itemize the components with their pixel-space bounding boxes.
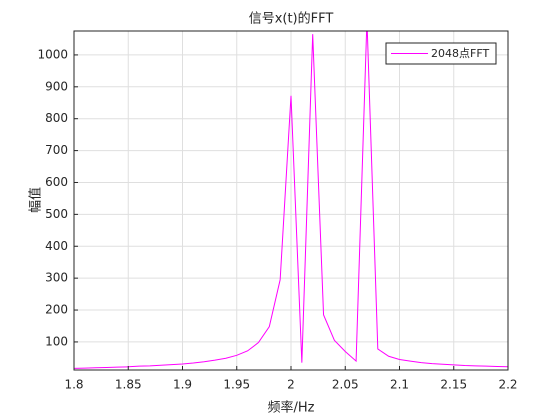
y-tick-label: 300 (45, 271, 68, 285)
legend: 2048点FFT (385, 42, 497, 65)
y-tick-label: 200 (45, 303, 68, 317)
x-tick-label: 2.15 (440, 378, 467, 392)
data-line (74, 31, 508, 369)
x-tick-label: 2.2 (498, 378, 517, 392)
y-tick-label: 1000 (37, 47, 68, 61)
x-tick-label: 1.8 (64, 378, 83, 392)
x-tick-label: 1.9 (173, 378, 192, 392)
y-tick-label: 800 (45, 111, 68, 125)
y-tick-label: 500 (45, 207, 68, 221)
y-tick-label: 700 (45, 143, 68, 157)
legend-label: 2048点FFT (431, 47, 489, 60)
y-tick-label: 100 (45, 334, 68, 348)
y-tick-label: 900 (45, 79, 68, 93)
x-axis-label: 频率/Hz (268, 400, 315, 416)
y-axis-label: 幅值 (28, 187, 44, 213)
x-tick-label: 2 (287, 378, 295, 392)
x-tick-label: 2.1 (390, 378, 409, 392)
y-tick-label: 400 (45, 239, 68, 253)
x-tick-label: 1.95 (223, 378, 250, 392)
x-tick-label: 1.85 (115, 378, 142, 392)
y-tick-label: 600 (45, 175, 68, 189)
legend-box (385, 42, 497, 65)
chart-title: 信号x(t)的FFT (249, 11, 334, 27)
x-tick-label: 2.05 (332, 378, 359, 392)
